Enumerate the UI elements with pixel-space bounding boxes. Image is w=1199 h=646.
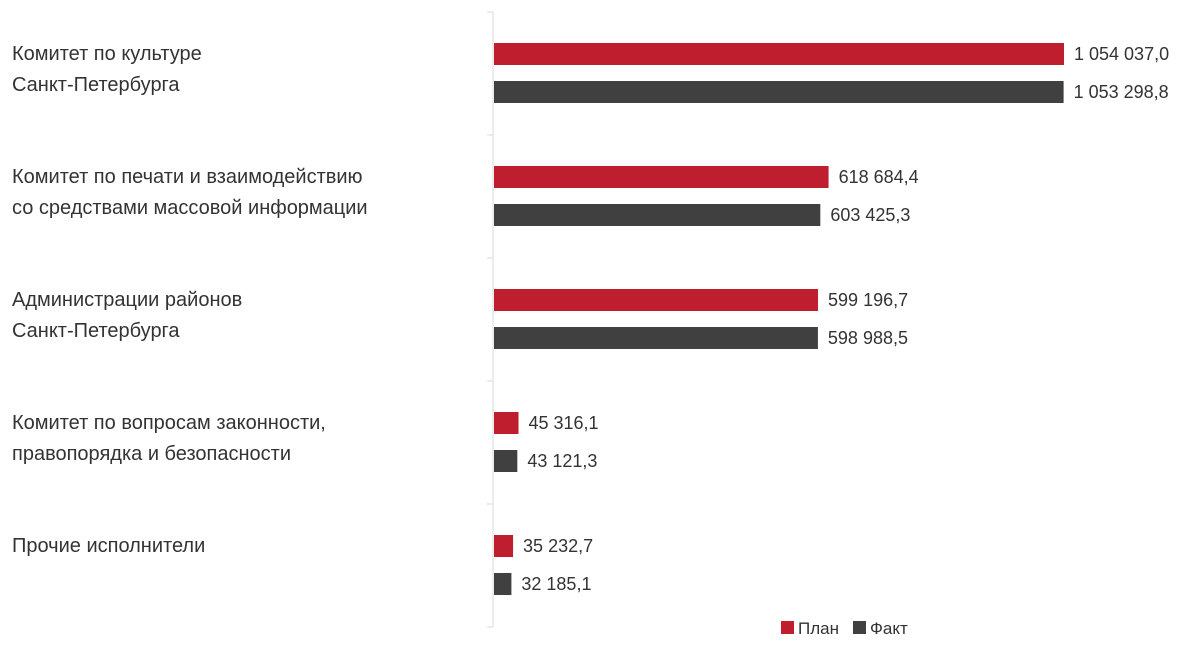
bar-fact: [494, 573, 512, 595]
category-label: Комитет по культуре Санкт-Петербурга: [12, 43, 202, 96]
legend-label: План: [798, 619, 839, 638]
category-label-line: Санкт-Петербурга: [12, 74, 180, 96]
bar-fact: [494, 450, 518, 472]
data-label: 45 316,1: [529, 413, 599, 433]
category-axis: [487, 11, 494, 628]
data-label: 603 425,3: [830, 205, 910, 225]
category-label-line: Комитет по печати и взаимодействию: [12, 166, 363, 188]
data-label: 599 196,7: [828, 290, 908, 310]
category-label-line: Комитет по вопросам законности,: [12, 412, 326, 434]
data-label: 35 232,7: [523, 536, 593, 556]
bars: [494, 43, 1064, 595]
legend-swatch: [781, 621, 794, 634]
category-label-line: Прочие исполнители: [12, 535, 205, 557]
bar-fact: [494, 327, 818, 349]
category-label-line: Комитет по культуре: [12, 43, 202, 65]
category-label: Комитет по печати и взаимодействию со сре…: [12, 166, 368, 219]
data-label: 1 053 298,8: [1074, 82, 1169, 102]
category-label: Прочие исполнители: [12, 535, 205, 557]
data-label: 43 121,3: [527, 451, 597, 471]
bar-plan: [494, 535, 514, 557]
category-labels: Комитет по культуре Санкт-ПетербургаКомит…: [12, 43, 368, 557]
bar-plan: [494, 412, 519, 434]
legend-label: Факт: [870, 619, 908, 638]
data-label: 32 185,1: [521, 574, 591, 594]
data-label: 598 988,5: [828, 328, 908, 348]
bar-plan: [494, 289, 819, 311]
bar-plan: [494, 43, 1064, 65]
bar-plan: [494, 166, 829, 188]
category-label-line: Администрации районов: [12, 289, 242, 311]
bar-fact: [494, 81, 1064, 103]
category-label-line: со средствами массовой информации: [12, 197, 368, 219]
legend-swatch: [852, 621, 866, 634]
category-label: Администрации районов Санкт-Петербурга: [12, 289, 242, 342]
bar-fact: [494, 204, 821, 226]
category-label: Комитет по вопросам законности, правопоря…: [12, 412, 326, 465]
category-label-line: правопорядка и безопасности: [12, 443, 291, 465]
data-label: 618 684,4: [839, 167, 919, 187]
legend: План Факт: [781, 619, 908, 638]
data-labels: 1 054 037,0 618 684,4 599 196,7 45 316,1 35 …: [521, 44, 1169, 594]
data-label: 1 054 037,0: [1074, 44, 1169, 64]
category-label-line: Санкт-Петербурга: [12, 320, 180, 342]
